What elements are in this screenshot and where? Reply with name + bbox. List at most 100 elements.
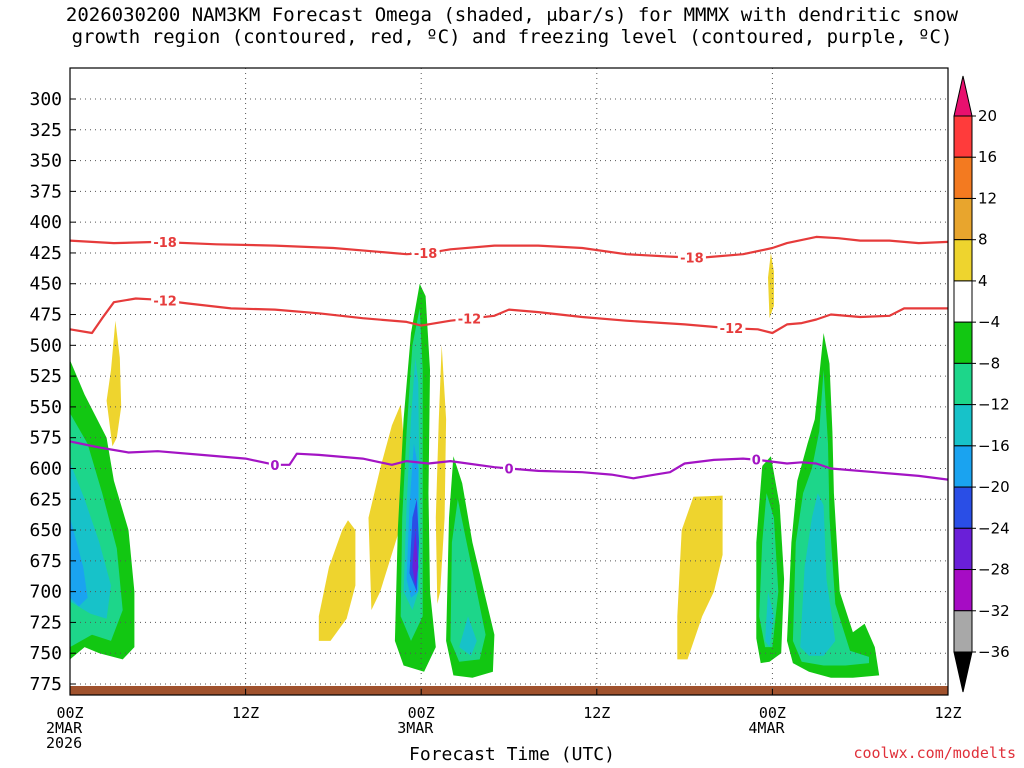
colorbar-label: −4 — [978, 313, 1000, 331]
colorbar-segment — [953, 197, 973, 241]
omega-region-18 — [768, 252, 774, 319]
colorbar-top-arrow — [953, 75, 973, 117]
omega-region-17 — [677, 495, 723, 660]
colorbar-label: 20 — [978, 107, 997, 125]
omega-region-15 — [450, 499, 486, 662]
contour-layer: -18 -18 -18 -12 -12 -12 0 0 0 — [69, 235, 949, 481]
y-tick-label: 725 — [29, 612, 62, 633]
x-tick-label: 12Z — [583, 704, 610, 722]
x-tick-label: 2026 — [46, 734, 82, 752]
colorbar-label: −24 — [978, 519, 1010, 537]
contour-line--18 — [69, 235, 949, 259]
ground-strip — [70, 686, 948, 695]
omega-region-3 — [70, 517, 88, 607]
colorbar-label: 8 — [978, 231, 988, 249]
colorbar-bottom-arrow — [953, 651, 973, 693]
colorbar-segment — [953, 445, 973, 488]
y-tick-label: 425 — [29, 243, 62, 264]
colorbar-label: −20 — [978, 478, 1010, 496]
colorbar-segment — [953, 610, 973, 653]
x-tick-label: 4MAR — [748, 719, 785, 737]
y-tick-label: 325 — [29, 120, 62, 141]
colorbar-segment — [953, 362, 973, 406]
colorbar-segment — [953, 115, 973, 158]
omega-region-6 — [368, 404, 406, 611]
omega-region-21 — [765, 591, 774, 648]
omega-colorbar: 20 16 12 8 4 −4 −8 −12 −16 −20 −24 −28 −32 −36 — [953, 75, 1010, 693]
contour-label: 0 — [504, 462, 513, 477]
contour-label-bg — [268, 457, 281, 472]
y-tick-label: 775 — [29, 674, 62, 695]
y-tick-label: 375 — [29, 181, 62, 202]
y-tick-label: 300 — [29, 89, 62, 110]
colorbar-segment — [953, 321, 973, 364]
y-axis: 300 325 350 375 400 425 450 475 500 525 550 575 600 6… — [29, 89, 76, 695]
contour-line--12 — [69, 297, 948, 335]
colorbar-label: 4 — [978, 272, 988, 290]
colorbar-label: −16 — [978, 437, 1010, 455]
ground-layer — [70, 686, 948, 695]
colorbar-segment — [953, 404, 973, 447]
colorbar-segment — [953, 156, 973, 199]
x-tick-label: 12Z — [934, 704, 961, 722]
y-tick-label: 575 — [29, 428, 62, 449]
omega-region-20 — [759, 493, 779, 648]
y-tick-label: 475 — [29, 305, 62, 326]
contour-label-bg — [151, 293, 180, 308]
colorbar-label: 16 — [978, 148, 997, 166]
omega-region-13 — [435, 345, 447, 604]
contour-label: -18 — [414, 247, 438, 262]
y-tick-label: 600 — [29, 458, 62, 479]
y-tick-label: 450 — [29, 274, 62, 295]
omega-region-12 — [412, 530, 419, 586]
colorbar-label: 12 — [978, 189, 997, 207]
contour-label: 0 — [752, 454, 761, 469]
x-tick-label: 00Z — [408, 704, 435, 722]
plot-frame — [69, 67, 949, 696]
contour-label: -18 — [153, 236, 177, 251]
colorbar-label: −36 — [978, 643, 1010, 661]
colorbar-segment — [953, 527, 973, 571]
y-tick-label: 650 — [29, 520, 62, 541]
contour-label-bg — [750, 452, 763, 467]
colorbar-label: −12 — [978, 396, 1010, 414]
contour-line-0 — [69, 440, 949, 481]
chart-title: 2026030200 NAM3KM Forecast Omega (shaded… — [0, 4, 1024, 48]
contour-label: -12 — [458, 313, 482, 328]
colorbar-segment — [953, 569, 973, 612]
colorbar-label: −28 — [978, 561, 1010, 579]
omega-region-16 — [459, 616, 477, 656]
colorbar-label: −32 — [978, 602, 1010, 620]
x-tick-label: 2MAR — [46, 719, 83, 737]
x-tick-label: 00Z — [56, 704, 83, 722]
contour-label: -18 — [680, 252, 704, 267]
y-tick-label: 400 — [29, 212, 62, 233]
colorbar-label: −8 — [978, 354, 1000, 372]
y-tick-label: 750 — [29, 643, 62, 664]
chart-title-line-2: growth region (contoured, red, ºC) and f… — [71, 26, 953, 48]
x-tick-label: 3MAR — [397, 719, 434, 737]
contour-label-bg — [677, 250, 706, 265]
y-tick-label: 550 — [29, 397, 62, 418]
site-credit: coolwx.com/modelts — [853, 744, 1016, 762]
y-tick-label: 625 — [29, 489, 62, 510]
y-tick-label: 675 — [29, 551, 62, 572]
contour-label-bg — [503, 461, 515, 476]
omega-region-5 — [318, 520, 356, 641]
contour-label: 0 — [270, 459, 279, 474]
contour-label: -12 — [153, 295, 177, 310]
x-tick-label: 00Z — [759, 704, 786, 722]
x-tick-label: 12Z — [232, 704, 259, 722]
colorbar-segment — [953, 239, 973, 282]
contour-label: -12 — [720, 322, 744, 337]
y-tick-label: 700 — [29, 582, 62, 603]
y-tick-label: 350 — [29, 151, 62, 172]
contour-label-bg — [411, 246, 440, 261]
colorbar-segment — [953, 486, 973, 529]
omega-region-4 — [106, 320, 122, 447]
contour-label-bg — [455, 311, 484, 326]
y-tick-label: 525 — [29, 366, 62, 387]
contour-label-bg — [717, 321, 746, 336]
